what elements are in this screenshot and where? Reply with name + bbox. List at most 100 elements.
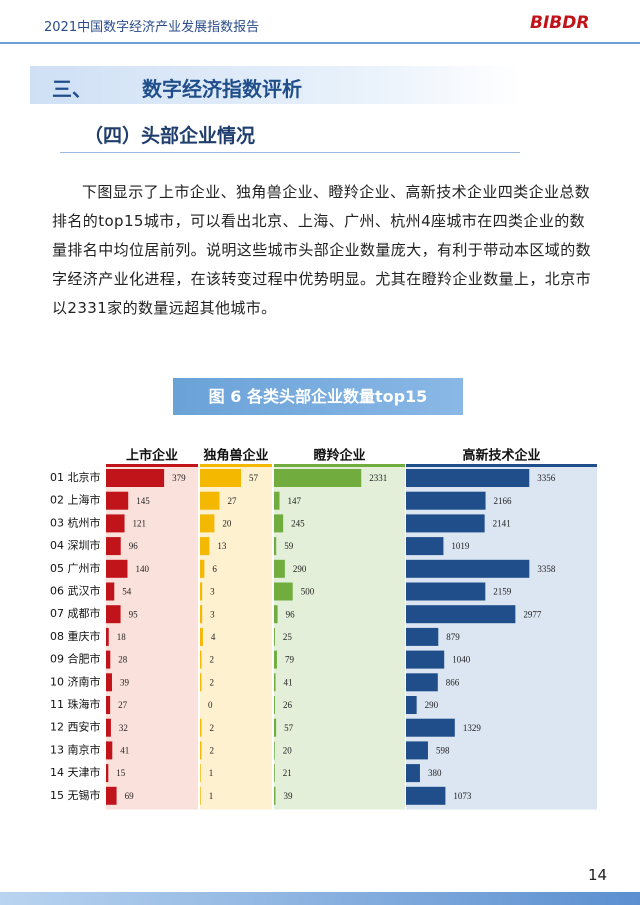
value-label: 57 <box>249 473 258 483</box>
category-label: 13 南京市 <box>50 742 101 756</box>
bar <box>406 741 428 760</box>
value-label: 18 <box>117 632 127 642</box>
value-label: 1019 <box>451 541 470 551</box>
value-label: 245 <box>291 518 305 528</box>
bar <box>106 741 113 760</box>
value-label: 13 <box>217 541 227 551</box>
value-label: 96 <box>129 541 139 551</box>
header-rule <box>0 42 640 44</box>
section-title: 数字经济指数评析 <box>142 77 302 101</box>
bar <box>106 491 129 510</box>
value-label: 2 <box>209 723 214 733</box>
bar <box>106 605 121 624</box>
value-label: 145 <box>136 496 150 506</box>
footer-band <box>0 892 640 905</box>
bar <box>274 764 275 783</box>
value-label: 96 <box>286 609 296 619</box>
category-label: 11 珠海市 <box>50 697 101 711</box>
bar <box>106 559 128 578</box>
bar <box>274 673 276 692</box>
value-label: 2 <box>209 745 214 755</box>
bar <box>200 741 202 760</box>
value-label: 21 <box>283 768 292 778</box>
value-label: 39 <box>120 677 130 687</box>
category-label: 05 广州市 <box>50 561 101 575</box>
value-label: 39 <box>283 791 293 801</box>
bar <box>274 491 280 510</box>
value-label: 2 <box>209 655 214 665</box>
subsection-title: （四）头部企业情况 <box>84 125 256 147</box>
value-label: 3 <box>210 609 215 619</box>
value-label: 380 <box>428 768 442 778</box>
value-label: 41 <box>284 677 293 687</box>
value-label: 25 <box>283 632 293 642</box>
bar <box>106 764 109 783</box>
bar <box>406 491 486 510</box>
header-title: 2021中国数字经济产业发展指数报告 <box>44 20 260 35</box>
value-label: 79 <box>285 655 295 665</box>
category-label: 04 深圳市 <box>50 538 101 552</box>
category-label: 06 武汉市 <box>50 584 101 598</box>
bar <box>106 786 117 805</box>
bar <box>406 582 486 601</box>
bar <box>406 786 446 805</box>
bar <box>406 764 420 783</box>
bar <box>274 537 277 556</box>
figure-title: 图 6 各类头部企业数量top15 <box>173 378 463 415</box>
section-band <box>30 66 520 104</box>
legend-swatch <box>274 464 405 467</box>
value-label: 2 <box>209 677 214 687</box>
value-label: 28 <box>118 655 128 665</box>
value-label: 290 <box>425 700 439 710</box>
value-label: 2331 <box>369 473 387 483</box>
bar <box>274 627 275 646</box>
value-label: 140 <box>135 564 149 574</box>
legend-swatch <box>200 464 272 467</box>
bar <box>406 469 530 487</box>
bar <box>200 673 202 692</box>
bar <box>274 559 285 578</box>
value-label: 1329 <box>463 723 482 733</box>
value-label: 4 <box>211 632 216 642</box>
bar <box>200 491 220 510</box>
category-label: 10 济南市 <box>50 674 101 688</box>
value-label: 379 <box>172 473 186 483</box>
bar <box>406 718 455 737</box>
value-label: 2159 <box>493 587 512 597</box>
value-label: 57 <box>284 723 294 733</box>
bar <box>106 650 111 669</box>
panel-background <box>274 467 405 810</box>
page-number: 14 <box>588 866 608 884</box>
value-label: 2141 <box>493 518 511 528</box>
bar <box>200 582 203 601</box>
bar <box>406 696 417 714</box>
value-label: 27 <box>118 700 128 710</box>
value-label: 290 <box>293 564 307 574</box>
bar <box>406 605 516 624</box>
value-label: 41 <box>120 745 129 755</box>
bar <box>274 741 275 760</box>
bar <box>106 718 111 737</box>
bar <box>106 537 121 556</box>
section-number: 三、 <box>52 77 92 101</box>
value-label: 2166 <box>494 496 513 506</box>
bar <box>406 627 439 646</box>
value-label: 32 <box>119 723 128 733</box>
bar <box>106 627 109 646</box>
logo: BIBDR <box>530 13 590 33</box>
value-label: 121 <box>133 518 147 528</box>
bar <box>274 786 276 805</box>
value-label: 95 <box>129 609 139 619</box>
value-label: 26 <box>283 700 293 710</box>
bar <box>200 718 202 737</box>
category-label: 01 北京市 <box>50 470 101 484</box>
value-label: 6 <box>212 564 217 574</box>
value-label: 147 <box>288 496 302 506</box>
category-label: 14 天津市 <box>50 765 101 779</box>
value-label: 866 <box>446 677 460 687</box>
bar <box>200 559 205 578</box>
category-label: 09 合肥市 <box>50 652 101 666</box>
value-label: 879 <box>446 632 460 642</box>
bar <box>406 514 485 533</box>
value-label: 1 <box>209 768 214 778</box>
